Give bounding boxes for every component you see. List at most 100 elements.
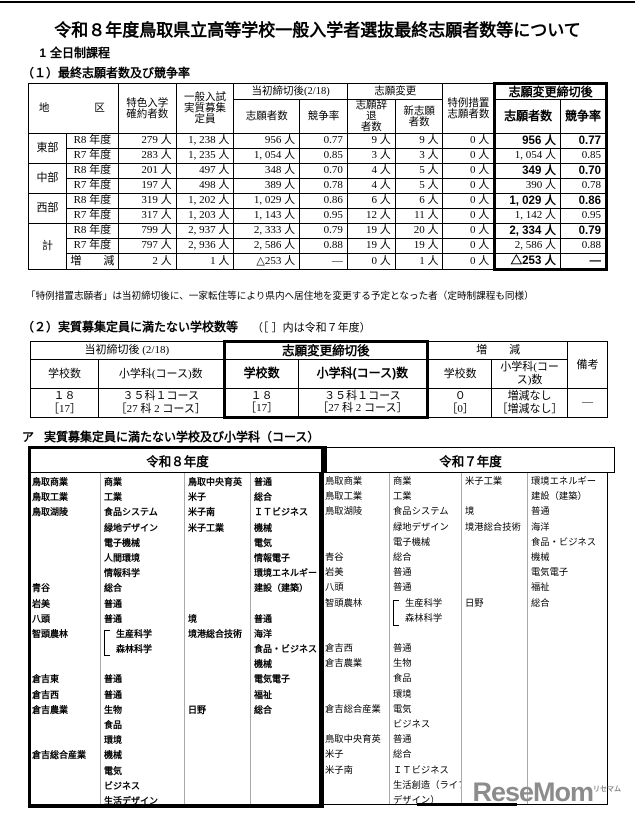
list-item: 緑地デザイン: [104, 522, 159, 533]
list-item-empty: [465, 703, 527, 718]
cell-tokushoku: 319 人: [117, 193, 177, 210]
list-item: 普通: [393, 644, 412, 655]
schools-r7-group: 鳥取商業 鳥取工業 鳥取湖陵 青谷 岩美 八頭 智頭農林 倉吉西 倉吉農業 倉吉総合産業 鳥…: [322, 473, 607, 804]
list-item: 境: [188, 613, 198, 624]
list-item: 電気: [104, 765, 123, 776]
list-item: 森林科学: [405, 613, 443, 624]
cell-new-applicants: 20 人: [394, 223, 444, 240]
schools-list-header-table: 令和８年度 令和７年度: [28, 446, 615, 473]
schools-r8-col-school-b: 鳥取中央育英 米子 米子南 米子工業 境境港総合技術 日野: [185, 473, 251, 804]
list-item-empty: [188, 566, 250, 581]
list-item-empty: [188, 657, 250, 672]
cell-ratio-final: —: [560, 253, 608, 272]
cell-applicants-final: 1, 054 人: [493, 148, 562, 165]
cell-applicants-initial: 2, 586 人: [233, 238, 301, 255]
list-item: 鳥取湖陵: [32, 507, 69, 518]
cell-tokushoku: 2 人: [117, 253, 177, 271]
cell-new-applicants: 3 人: [394, 148, 444, 165]
list-item-empty: [32, 733, 100, 748]
cell-year: R8 年度: [65, 163, 119, 180]
section-a-label: 実質募集定員に満たない学校及び小学科（コース）: [44, 430, 320, 444]
list-item-empty: [32, 718, 100, 733]
schools-r7-col-school-a: 鳥取商業 鳥取工業 鳥取湖陵 青谷 岩美 八頭 智頭農林 倉吉西 倉吉農業 倉吉総合産業 鳥…: [322, 473, 390, 804]
cell-tokurei: 0 人: [442, 253, 496, 271]
list-item-empty: [325, 794, 389, 804]
th-region: 地 区: [28, 82, 119, 135]
list-item-empty: [531, 748, 606, 763]
list-item: 岩美: [325, 568, 344, 579]
cell-new-applicants: 6 人: [394, 193, 444, 210]
cell-ratio-initial: 0.88: [299, 238, 348, 255]
section-1-1-heading: （１）最終志願者数及び競争率: [22, 66, 191, 80]
list-item-empty: [32, 521, 100, 536]
list-item: 普通: [104, 613, 123, 624]
th-tokurei: 特例措置 志願者数: [442, 82, 496, 135]
t2-th-courses-diff: 小学科(コース)数: [491, 359, 568, 389]
t2-schools-diff: ０ ［0］: [427, 387, 493, 418]
cell-ippan-quota: 1, 203 人: [175, 208, 235, 225]
list-item: 電子機械: [393, 537, 431, 548]
list-item: 総合: [393, 552, 412, 563]
page-title: 令和８年度鳥取県立高等学校一般入学者選抜最終志願者数等について: [54, 21, 581, 40]
list-item-empty: [465, 612, 527, 627]
list-item-empty: [188, 551, 250, 566]
list-item-empty: [254, 718, 319, 733]
list-item: デザイン）: [393, 795, 440, 804]
list-item: 電気電子: [531, 568, 569, 579]
cell-ratio-initial: 0.70: [299, 163, 348, 180]
list-item-empty: [465, 642, 527, 657]
section-1-label: 全日制課程: [50, 46, 111, 60]
list-item-empty: [393, 627, 461, 642]
t2-courses-initial: ３５科１コース ［27 科 2 コース］: [97, 387, 225, 418]
list-item-empty: [325, 688, 389, 703]
list-item: 普通: [531, 507, 550, 518]
t3-th-r7: 令和７年度: [325, 447, 615, 473]
list-item: 青谷: [32, 583, 51, 594]
list-item: 鳥取商業: [32, 477, 69, 487]
list-item: 電気電子: [254, 674, 291, 685]
cell-applicants-initial: 1, 143 人: [233, 208, 301, 225]
list-item-empty: [465, 566, 527, 581]
cell-year: R8 年度: [65, 223, 119, 240]
list-item: 環境エネルギー: [531, 477, 597, 487]
cell-withdraw: 19 人: [346, 238, 396, 255]
schools-list-body: 鳥取商業 鳥取工業 鳥取湖陵 青谷 岩美 八頭 智頭農林 倉吉東 倉吉西 倉吉農業 倉吉総合産…: [28, 473, 608, 805]
list-item: 普通: [393, 735, 412, 746]
cell-applicants-final: △253 人: [493, 253, 562, 272]
table-header-row-2: 志願者数 競争率 志願辞退 者数 新志願 者数 志願者数 競争率: [29, 98, 608, 135]
th-applicants-final: 志願者数: [493, 98, 562, 135]
cell-year: R7 年度: [65, 208, 119, 225]
cell-new-applicants: 9 人: [394, 133, 444, 150]
list-item: 工業: [393, 492, 412, 503]
list-item: 鳥取中央育英: [188, 477, 243, 487]
cell-ratio-initial: 0.86: [299, 193, 348, 210]
list-item: 環境: [104, 735, 123, 746]
list-item: 倉吉西: [32, 689, 60, 700]
cell-year: R7 年度: [65, 148, 119, 165]
cell-year: 増 減: [65, 253, 119, 271]
applicants-table-wrap: 地 区 特色入学 確約者数 一般入試 実質募集 定員 当初締切後(2/18) 志…: [28, 82, 608, 272]
cell-tokurei: 0 人: [442, 178, 496, 195]
t2-schools-final: １８ ［17］: [222, 387, 299, 419]
applicants-table: 地 区 特色入学 確約者数 一般入試 実質募集 定員 当初締切後(2/18) 志…: [28, 82, 608, 272]
cell-year: R7 年度: [65, 238, 119, 255]
cell-ippan-quota: 1, 235 人: [175, 148, 235, 165]
list-item: 食品: [104, 720, 123, 730]
list-item: 機械: [531, 552, 550, 563]
list-item: 鳥取工業: [325, 492, 363, 503]
cell-applicants-initial: 1, 029 人: [233, 193, 301, 210]
cell-withdraw: 6 人: [346, 193, 396, 210]
schools-r8-col-course-b: 普通 総合 ＩＴビジネス 機械 電気 情報電子 環境エネルギー 建設（建築） 普通 海洋 食品・ビ…: [251, 473, 319, 804]
th-ratio-initial: 競争率: [299, 98, 348, 135]
list-item: 米子: [325, 750, 344, 761]
list-item: 食品システム: [393, 507, 449, 518]
list-item-empty: [531, 733, 606, 748]
cell-ippan-quota: 2, 936 人: [175, 238, 235, 255]
cell-ippan-quota: 1, 202 人: [175, 193, 235, 210]
t2-header-row-2: 学校数 小学科(コース)数 学校数 小学科(コース)数 学校数 小学科(コース)…: [30, 359, 608, 389]
cell-applicants-final: 390 人: [493, 178, 562, 195]
list-item: 米子南: [325, 765, 353, 776]
cell-region: 西部: [28, 193, 67, 225]
cell-ratio-final: 0.70: [560, 163, 608, 180]
